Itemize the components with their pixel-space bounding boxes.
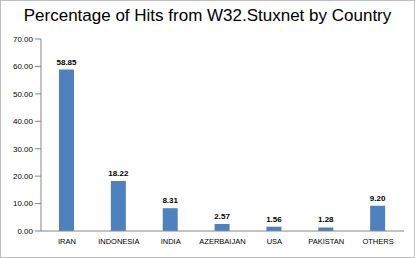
svg-text:70.00: 70.00 [13, 35, 34, 44]
svg-text:IRAN: IRAN [58, 237, 76, 246]
svg-text:50.00: 50.00 [13, 90, 34, 99]
svg-text:9.20: 9.20 [370, 194, 386, 203]
svg-text:PAKISTAN: PAKISTAN [308, 237, 344, 246]
svg-text:2.57: 2.57 [214, 212, 230, 221]
svg-text:0.00: 0.00 [17, 227, 33, 236]
svg-text:30.00: 30.00 [13, 145, 34, 154]
svg-text:10.00: 10.00 [13, 199, 34, 208]
html-text:Percentage of Hits from W32.St: Percentage of Hits from W32.Stuxnet by C… [23, 6, 392, 25]
svg-text:18.22: 18.22 [108, 169, 129, 178]
svg-text:1.28: 1.28 [318, 215, 334, 224]
svg-text:8.31: 8.31 [162, 196, 178, 205]
svg-text:INDIA: INDIA [161, 237, 181, 246]
svg-text:20.00: 20.00 [13, 172, 34, 181]
svg-text:1.56: 1.56 [266, 215, 282, 224]
svg-text:AZERBAIJAN: AZERBAIJAN [199, 237, 245, 246]
svg-text:USA: USA [267, 237, 282, 246]
svg-text:40.00: 40.00 [13, 117, 34, 126]
svg-text:OTHERS: OTHERS [362, 237, 393, 246]
svg-text:60.00: 60.00 [13, 62, 34, 71]
svg-text:58.85: 58.85 [56, 58, 77, 67]
svg-text:INDONESIA: INDONESIA [98, 237, 139, 246]
